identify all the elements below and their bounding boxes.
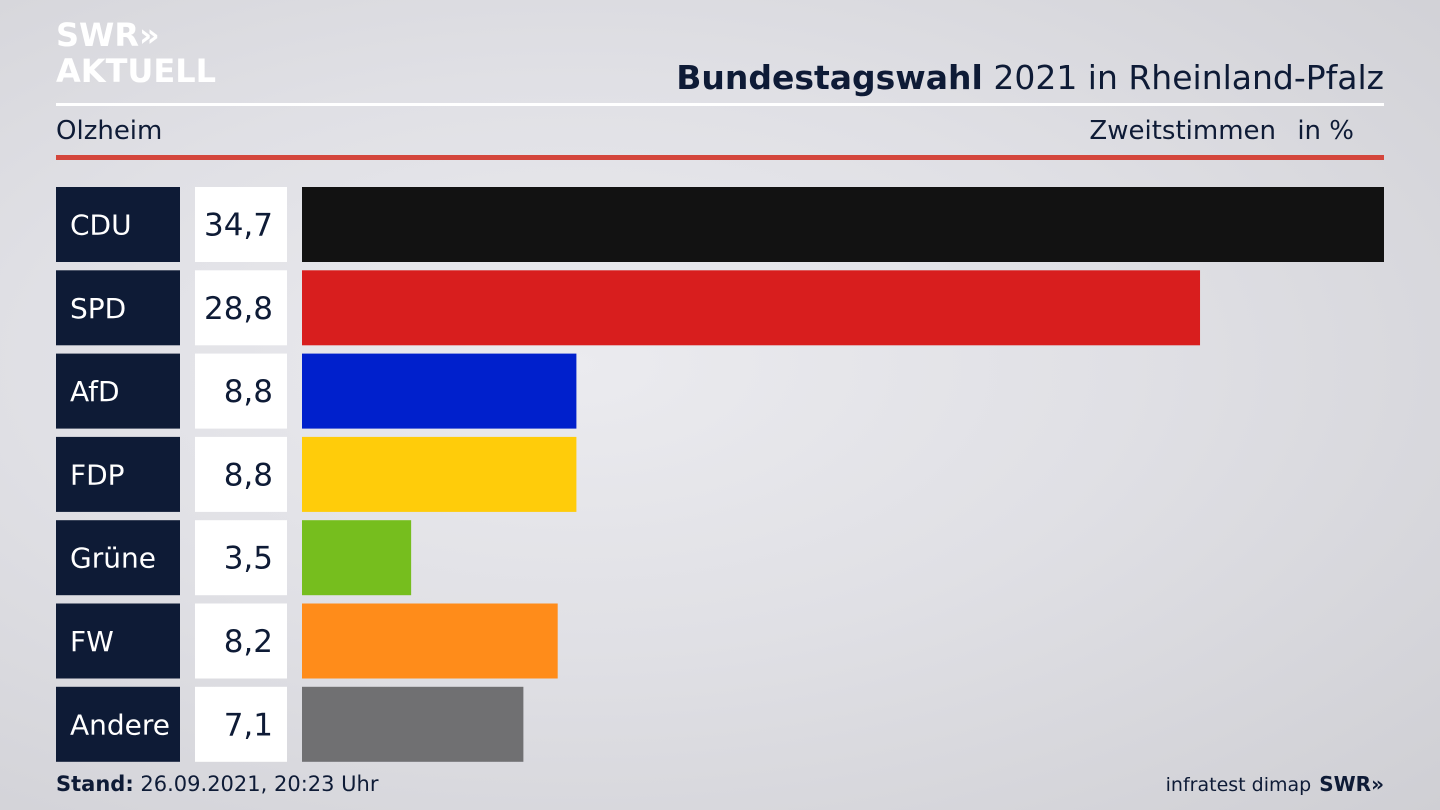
bar-row-spd: SPD 28,8 [56, 270, 1201, 346]
swr-aktuell-logo: SWR» AKTUELL [56, 18, 216, 88]
party-label: CDU [70, 209, 132, 242]
accent-divider [56, 155, 1384, 160]
bar-row-cdu: CDU 34,7 [56, 187, 1384, 262]
bar-fdp [302, 436, 577, 512]
title-bold: Bundestagswahl [676, 58, 983, 97]
value-label: 8,8 [224, 374, 273, 410]
value-box [195, 436, 287, 512]
value-label: 34,7 [204, 208, 273, 244]
value-box [195, 187, 287, 262]
party-label: Andere [70, 708, 170, 741]
stand-value: 26.09.2021, 20:23 Uhr [133, 772, 379, 796]
bar-andere [302, 686, 524, 762]
bar-fw [302, 603, 558, 679]
title-rest: 2021 in Rheinland-Pfalz [982, 58, 1384, 97]
bar-row-afd: AfD 8,8 [56, 353, 577, 429]
measure-label: Zweitstimmen [1089, 116, 1276, 146]
bar-cdu [302, 187, 1384, 262]
party-label-box [56, 603, 180, 679]
value-label: 8,2 [224, 624, 273, 660]
bar-row-fdp: FDP 8,8 [56, 436, 577, 512]
value-label: 8,8 [224, 457, 273, 493]
party-label-box [56, 436, 180, 512]
party-label: FW [70, 625, 114, 658]
party-label: SPD [70, 292, 126, 325]
value-label: 3,5 [224, 541, 273, 577]
source-label: infratest dimap [1165, 774, 1312, 796]
value-box [195, 520, 287, 596]
bar-spd [302, 270, 1201, 346]
timestamp: Stand: 26.09.2021, 20:23 Uhr [56, 772, 379, 796]
bar-gr-ne [302, 520, 412, 596]
party-label: Grüne [70, 542, 156, 575]
swr-footer-logo: SWR» [1319, 772, 1384, 796]
value-box [195, 686, 287, 762]
page-title: Bundestagswahl 2021 in Rheinland-Pfalz [676, 58, 1384, 97]
bar-row-andere: Andere 7,1 [56, 686, 524, 762]
party-label: AfD [70, 375, 120, 408]
party-label-box [56, 270, 180, 346]
value-box [195, 353, 287, 429]
source-credit: infratest dimap SWR» [1166, 772, 1384, 796]
party-label-box [56, 520, 180, 596]
logo-line-2: AKTUELL [56, 52, 217, 90]
party-label: FDP [70, 458, 125, 491]
bar-afd [302, 353, 577, 429]
value-box [195, 270, 287, 346]
stand-label: Stand: [56, 772, 134, 796]
value-label: 7,1 [224, 707, 273, 743]
value-box [195, 603, 287, 679]
bar-row-fw: FW 8,2 [56, 603, 558, 679]
party-label-box [56, 353, 180, 429]
header-divider [56, 103, 1384, 106]
party-label-box [56, 686, 180, 762]
party-label-box [56, 187, 180, 262]
unit-label: in % [1297, 116, 1354, 146]
bar-row-gr-ne: Grüne 3,5 [56, 520, 412, 596]
value-label: 28,8 [204, 291, 273, 327]
logo-line-1: SWR» [56, 16, 160, 54]
region-label: Olzheim [56, 116, 163, 146]
